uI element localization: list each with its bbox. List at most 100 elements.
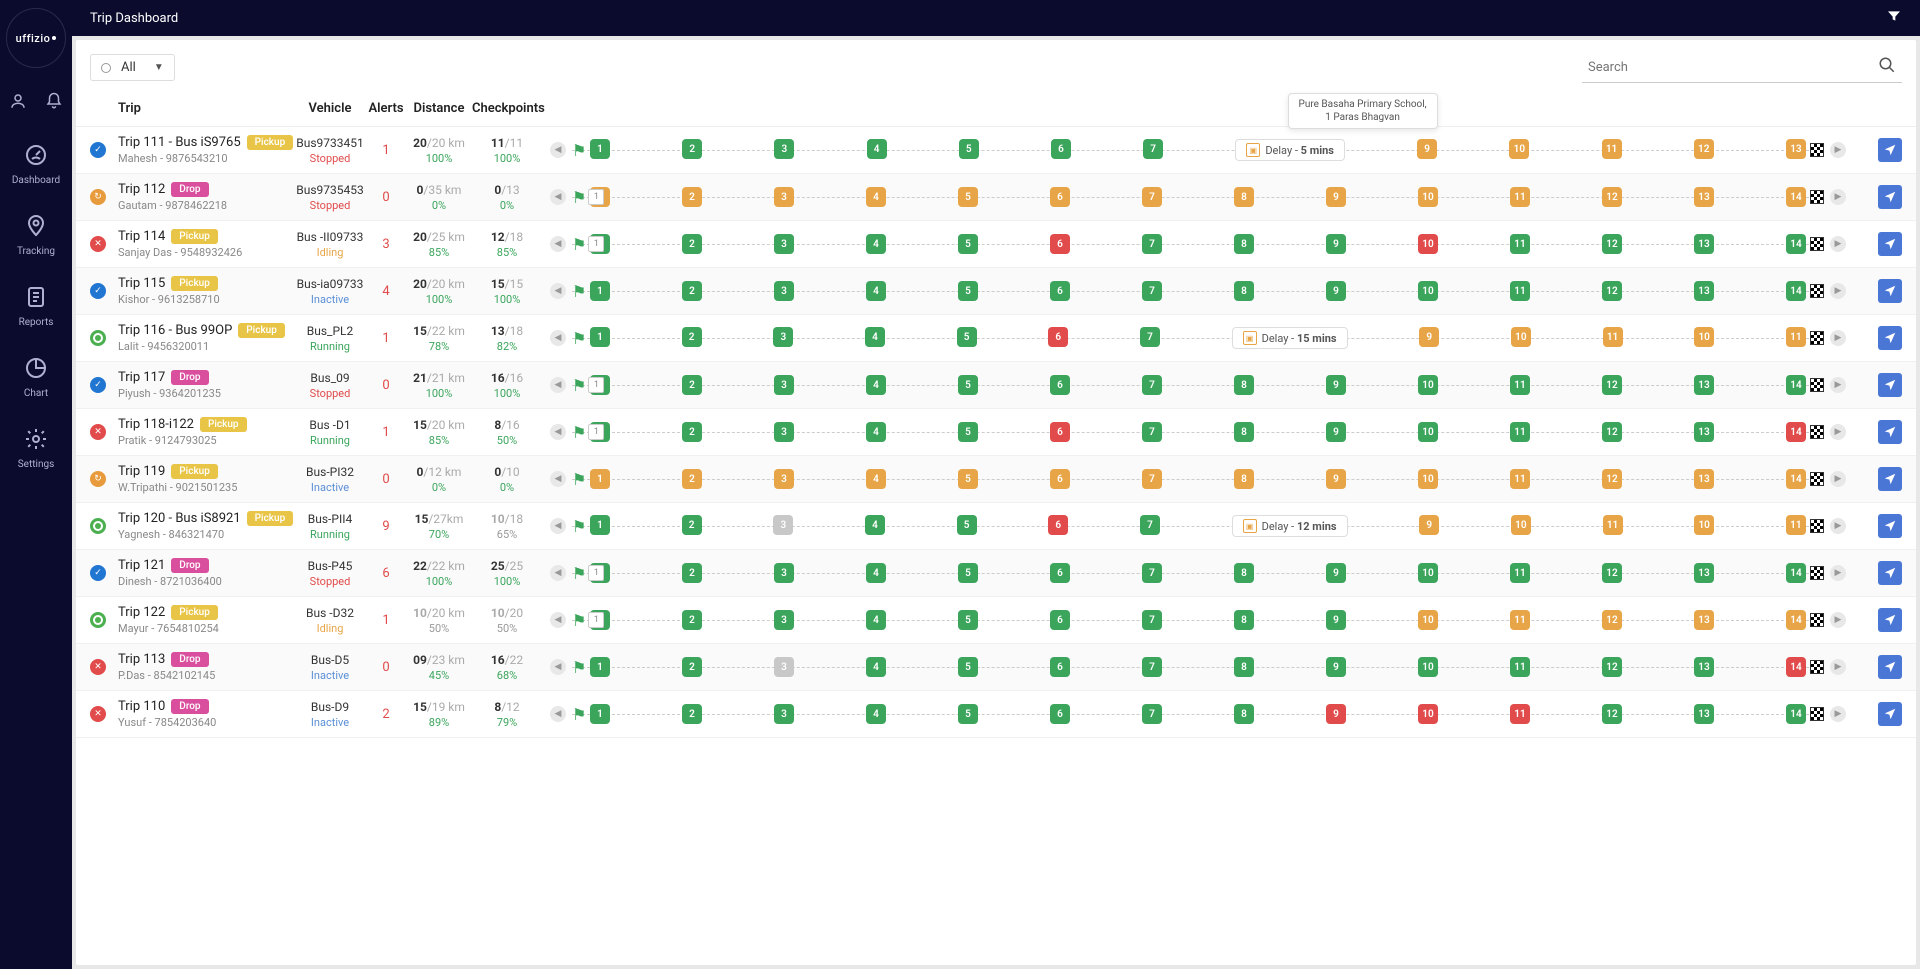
trip-name[interactable]: Trip 118-i122Pickup: [118, 417, 294, 432]
checkpoint-node[interactable]: 3: [774, 139, 794, 159]
checkpoint-node[interactable]: 11: [1510, 281, 1530, 301]
locate-button[interactable]: [1878, 655, 1902, 679]
overflow-count[interactable]: 1: [588, 377, 604, 393]
sidebar-item-reports[interactable]: Reports: [12, 285, 60, 328]
checkpoint-node[interactable]: 2: [682, 704, 702, 724]
checkpoint-node[interactable]: 5: [958, 610, 978, 630]
checkpoint-node[interactable]: 2: [682, 327, 702, 347]
locate-button[interactable]: [1878, 185, 1902, 209]
checkpoint-node[interactable]: 2: [682, 657, 702, 677]
checkpoint-node[interactable]: 3: [773, 327, 793, 347]
checkpoint-node[interactable]: 9: [1419, 327, 1439, 347]
checkpoint-node[interactable]: 5: [958, 281, 978, 301]
checkpoint-node[interactable]: 1: [590, 657, 610, 677]
checkpoint-node[interactable]: 13: [1786, 139, 1806, 159]
checkpoint-node[interactable]: 4: [865, 327, 885, 347]
checkpoint-node[interactable]: 2: [682, 515, 702, 535]
checkpoint-node[interactable]: 12: [1602, 610, 1622, 630]
checkpoint-node[interactable]: 10: [1418, 187, 1438, 207]
checkpoint-node[interactable]: 10: [1418, 563, 1438, 583]
checkpoint-node[interactable]: 11: [1786, 515, 1806, 535]
checkpoint-node[interactable]: 9: [1326, 422, 1346, 442]
checkpoint-node[interactable]: 5: [957, 327, 977, 347]
checkpoint-node[interactable]: 7: [1142, 563, 1162, 583]
checkpoint-node[interactable]: 9: [1326, 281, 1346, 301]
checkpoint-node[interactable]: 1: [590, 515, 610, 535]
timeline-next-icon[interactable]: ▶: [1830, 189, 1846, 205]
timeline-next-icon[interactable]: ▶: [1830, 471, 1846, 487]
checkpoint-node[interactable]: 5: [958, 422, 978, 442]
timeline-prev-icon[interactable]: ◀: [550, 518, 566, 534]
checkpoint-node[interactable]: 7: [1142, 657, 1162, 677]
checkpoint-node[interactable]: 6: [1050, 281, 1070, 301]
filter-dropdown[interactable]: All ▼: [90, 54, 175, 81]
checkpoint-node[interactable]: 3: [774, 187, 794, 207]
overflow-count[interactable]: 1: [588, 424, 604, 440]
checkpoint-node[interactable]: 4: [866, 422, 886, 442]
checkpoint-node[interactable]: 9: [1417, 139, 1437, 159]
checkpoint-node[interactable]: 11: [1602, 139, 1622, 159]
timeline-prev-icon[interactable]: ◀: [550, 471, 566, 487]
checkpoint-node[interactable]: 10: [1511, 327, 1531, 347]
checkpoint-node[interactable]: 14: [1786, 657, 1806, 677]
checkpoint-node[interactable]: 8: [1234, 469, 1254, 489]
checkpoint-node[interactable]: 6: [1050, 563, 1070, 583]
checkpoint-node[interactable]: 4: [867, 139, 887, 159]
checkpoint-node[interactable]: 13: [1694, 469, 1714, 489]
locate-button[interactable]: [1878, 232, 1902, 256]
checkpoint-node[interactable]: 14: [1786, 469, 1806, 489]
timeline-next-icon[interactable]: ▶: [1830, 377, 1846, 393]
checkpoint-node[interactable]: 4: [865, 515, 885, 535]
timeline-prev-icon[interactable]: ◀: [550, 659, 566, 675]
checkpoint-node[interactable]: 5: [958, 187, 978, 207]
checkpoint-node[interactable]: 7: [1142, 375, 1162, 395]
checkpoint-node[interactable]: 11: [1603, 515, 1623, 535]
trip-name[interactable]: Trip 119Pickup: [118, 464, 294, 479]
checkpoint-node[interactable]: 4: [866, 563, 886, 583]
locate-button[interactable]: [1878, 514, 1902, 538]
trip-name[interactable]: Trip 112Drop: [118, 182, 294, 197]
checkpoint-node[interactable]: 10: [1418, 234, 1438, 254]
checkpoint-node[interactable]: 10: [1418, 469, 1438, 489]
checkpoint-node[interactable]: 11: [1510, 657, 1530, 677]
bell-icon[interactable]: [45, 92, 63, 115]
checkpoint-node[interactable]: 12: [1602, 422, 1622, 442]
checkpoint-node[interactable]: 1: [590, 704, 610, 724]
checkpoint-node[interactable]: 13: [1694, 657, 1714, 677]
checkpoint-node[interactable]: 6: [1050, 704, 1070, 724]
checkpoint-node[interactable]: 13: [1694, 610, 1714, 630]
timeline-prev-icon[interactable]: ◀: [550, 283, 566, 299]
checkpoint-node[interactable]: 2: [682, 375, 702, 395]
timeline-prev-icon[interactable]: ◀: [550, 706, 566, 722]
checkpoint-node[interactable]: 13: [1694, 704, 1714, 724]
checkpoint-node[interactable]: 3: [774, 281, 794, 301]
checkpoint-node[interactable]: 3: [774, 610, 794, 630]
locate-button[interactable]: [1878, 561, 1902, 585]
checkpoint-node[interactable]: 6: [1051, 139, 1071, 159]
checkpoint-node[interactable]: 7: [1140, 515, 1160, 535]
checkpoint-node[interactable]: 7: [1140, 327, 1160, 347]
checkpoint-node[interactable]: 11: [1510, 610, 1530, 630]
checkpoint-node[interactable]: 6: [1048, 515, 1068, 535]
checkpoint-node[interactable]: 7: [1142, 610, 1162, 630]
checkpoint-node[interactable]: 11: [1510, 563, 1530, 583]
locate-button[interactable]: [1878, 702, 1902, 726]
checkpoint-node[interactable]: 6: [1050, 422, 1070, 442]
checkpoint-node[interactable]: 2: [682, 610, 702, 630]
checkpoint-node[interactable]: 10: [1694, 515, 1714, 535]
trip-name[interactable]: Trip 111 - Bus iS9765Pickup: [118, 135, 294, 150]
checkpoint-node[interactable]: 8: [1234, 704, 1254, 724]
checkpoint-node[interactable]: 2: [682, 281, 702, 301]
overflow-count[interactable]: 1: [588, 612, 604, 628]
checkpoint-node[interactable]: 7: [1142, 234, 1162, 254]
checkpoint-node[interactable]: 14: [1786, 375, 1806, 395]
checkpoint-node[interactable]: 11: [1510, 704, 1530, 724]
checkpoint-node[interactable]: 9: [1326, 610, 1346, 630]
checkpoint-node[interactable]: 6: [1048, 327, 1068, 347]
checkpoint-node[interactable]: 11: [1603, 327, 1623, 347]
checkpoint-node[interactable]: 10: [1418, 422, 1438, 442]
checkpoint-node[interactable]: 1: [590, 139, 610, 159]
checkpoint-node[interactable]: 7: [1142, 422, 1162, 442]
checkpoint-node[interactable]: 1: [590, 469, 610, 489]
checkpoint-node[interactable]: 10: [1418, 281, 1438, 301]
